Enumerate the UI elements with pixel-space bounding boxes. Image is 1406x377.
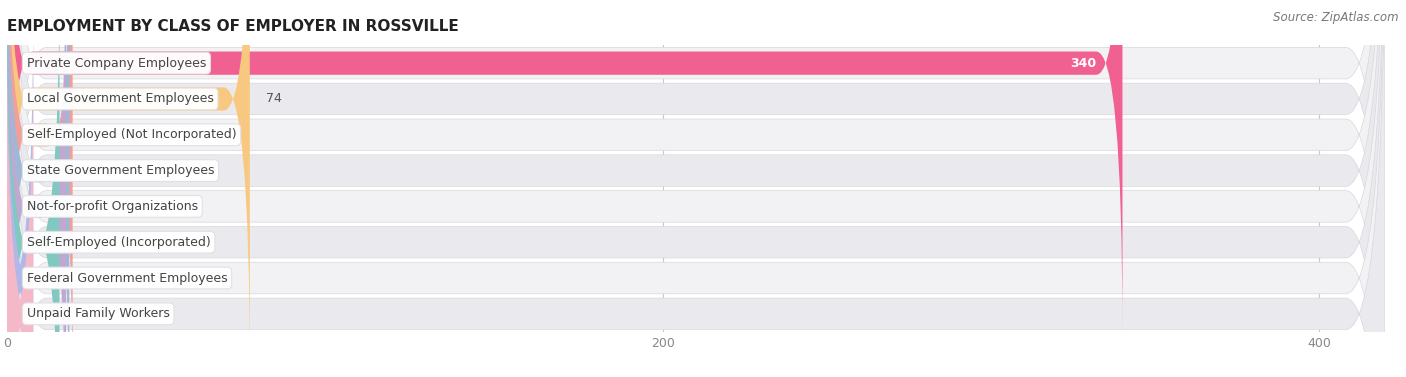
Text: 0: 0 bbox=[49, 307, 58, 320]
FancyBboxPatch shape bbox=[7, 39, 34, 377]
Text: 340: 340 bbox=[1070, 57, 1097, 70]
Text: EMPLOYMENT BY CLASS OF EMPLOYER IN ROSSVILLE: EMPLOYMENT BY CLASS OF EMPLOYER IN ROSSV… bbox=[7, 19, 458, 34]
Text: Self-Employed (Not Incorporated): Self-Employed (Not Incorporated) bbox=[27, 128, 236, 141]
FancyBboxPatch shape bbox=[7, 0, 1385, 377]
FancyBboxPatch shape bbox=[7, 0, 1122, 338]
Text: Private Company Employees: Private Company Employees bbox=[27, 57, 207, 70]
Text: State Government Employees: State Government Employees bbox=[27, 164, 214, 177]
Text: 19: 19 bbox=[86, 164, 101, 177]
FancyBboxPatch shape bbox=[7, 0, 1385, 377]
FancyBboxPatch shape bbox=[7, 0, 1385, 377]
FancyBboxPatch shape bbox=[7, 0, 250, 374]
Text: 18: 18 bbox=[83, 200, 98, 213]
FancyBboxPatch shape bbox=[7, 0, 59, 377]
FancyBboxPatch shape bbox=[7, 3, 34, 377]
FancyBboxPatch shape bbox=[7, 0, 1385, 377]
FancyBboxPatch shape bbox=[7, 0, 69, 377]
Text: Source: ZipAtlas.com: Source: ZipAtlas.com bbox=[1274, 11, 1399, 24]
Text: Not-for-profit Organizations: Not-for-profit Organizations bbox=[27, 200, 198, 213]
FancyBboxPatch shape bbox=[7, 0, 1385, 377]
FancyBboxPatch shape bbox=[7, 0, 66, 377]
Text: 16: 16 bbox=[76, 236, 91, 249]
FancyBboxPatch shape bbox=[7, 0, 1385, 377]
Text: Unpaid Family Workers: Unpaid Family Workers bbox=[27, 307, 170, 320]
Text: 20: 20 bbox=[89, 128, 105, 141]
FancyBboxPatch shape bbox=[7, 0, 73, 377]
FancyBboxPatch shape bbox=[7, 0, 1385, 377]
Text: Local Government Employees: Local Government Employees bbox=[27, 92, 214, 106]
Text: 74: 74 bbox=[266, 92, 283, 106]
Text: Federal Government Employees: Federal Government Employees bbox=[27, 271, 228, 285]
Text: 7: 7 bbox=[46, 271, 55, 285]
Text: Self-Employed (Incorporated): Self-Employed (Incorporated) bbox=[27, 236, 211, 249]
FancyBboxPatch shape bbox=[7, 0, 1385, 377]
